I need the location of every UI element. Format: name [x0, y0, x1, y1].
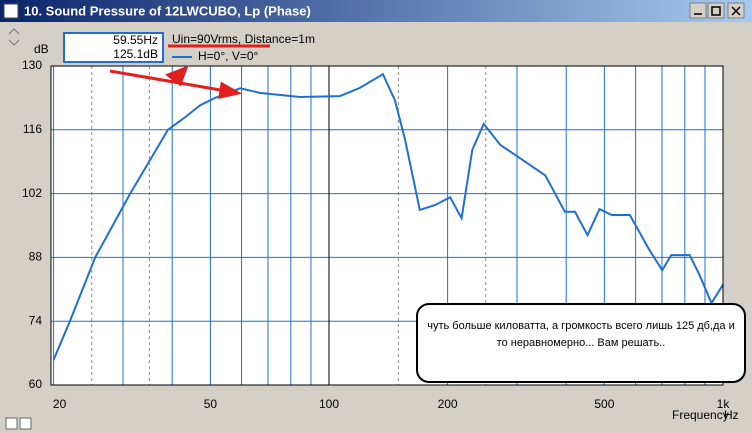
legend-label: H=0°, V=0° [198, 49, 259, 63]
y-axis-label: dB [34, 42, 49, 56]
window-buttons[interactable] [689, 2, 745, 19]
cursor-x: 59.55Hz [113, 33, 158, 47]
arrow [109, 69, 233, 94]
x-tick-label: 100 [319, 397, 339, 411]
x-axis-label: Frequency [672, 408, 729, 422]
x-tick-label: 200 [438, 397, 458, 411]
x-tick-label: 50 [204, 397, 218, 411]
arrow-head [164, 65, 189, 87]
x-tick-label: 20 [53, 397, 67, 411]
status-icon[interactable] [5, 417, 18, 430]
callout-text: чуть больше киловатта, а громкость всего… [427, 320, 735, 349]
callout: чуть больше киловатта, а громкость всего… [427, 320, 735, 349]
button-glyphs [694, 6, 741, 16]
y-tick-label: 60 [29, 377, 43, 391]
callout-box [416, 303, 746, 383]
window-icon [3, 3, 19, 19]
minimize-button[interactable] [689, 2, 707, 19]
x-tick-label: 1k [717, 397, 731, 411]
title-bar [0, 0, 752, 22]
cursor-y: 125.1dB [113, 47, 158, 61]
y-tick-label: 74 [29, 313, 43, 327]
y-tick-label: 102 [22, 186, 42, 200]
scroll-arrows[interactable] [8, 28, 20, 46]
arrow-head [218, 81, 243, 99]
cursor-readout [63, 32, 164, 63]
plot-border [50, 65, 724, 386]
x-tick-label: 500 [594, 397, 614, 411]
red-arrows [109, 65, 243, 99]
series-line [52, 72, 724, 361]
y-tick-label: 130 [22, 58, 42, 72]
x-axis-unit: Hz [724, 408, 739, 422]
status-icon[interactable] [19, 417, 32, 430]
y-tick-label: 116 [23, 122, 42, 136]
plot [52, 72, 724, 361]
annotation: Uin=90Vrms, Distance=1m [172, 32, 315, 46]
y-tick-label: 88 [29, 250, 43, 264]
window-title: 10. Sound Pressure of 12LWCUBO, Lp (Phas… [24, 3, 311, 18]
